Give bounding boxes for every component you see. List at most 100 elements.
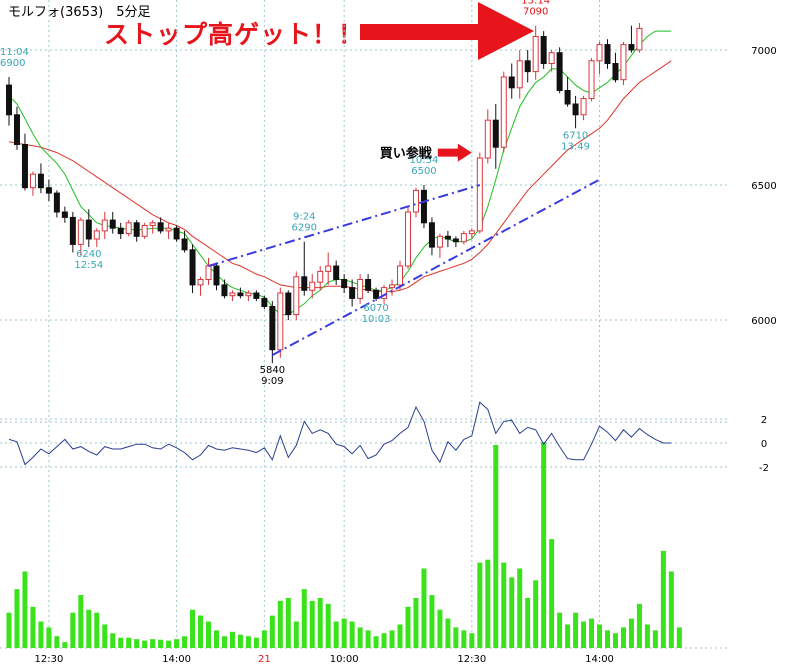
buy-entry-label: 買い参戦 — [380, 146, 433, 162]
candle-body — [45, 187, 52, 194]
volume-bar — [54, 636, 60, 648]
volume-bar — [445, 618, 451, 648]
candle-body — [133, 222, 140, 237]
volume-bar — [668, 571, 674, 648]
volume-bar — [509, 577, 515, 648]
volume-bar — [644, 624, 650, 648]
candle-body — [109, 219, 116, 229]
volume-bar — [373, 636, 379, 648]
volume-bar — [493, 444, 499, 648]
volume-bar — [261, 630, 267, 648]
candle-body — [53, 192, 60, 213]
candle-body — [373, 289, 380, 299]
volume-bar — [541, 442, 547, 648]
volume-bar — [221, 636, 227, 648]
candle-body — [141, 225, 148, 237]
candle-body — [476, 157, 483, 232]
candle-body — [197, 279, 204, 286]
candle-body — [6, 84, 12, 116]
candle-body — [444, 235, 451, 240]
candle-body — [237, 292, 244, 297]
time-tick-label: 14:00 — [162, 654, 191, 665]
candle-body — [21, 144, 28, 189]
candle-body — [85, 219, 92, 240]
volume-bar — [389, 630, 395, 648]
time-tick-label: 21 — [258, 654, 271, 665]
candle-body — [428, 222, 435, 248]
candle-body — [508, 76, 515, 89]
volume-bar — [86, 609, 92, 648]
volume-bar — [301, 589, 307, 648]
annotation-high-1104: 11:04 6900 — [0, 47, 29, 69]
price-tick-label: 7000 — [751, 46, 776, 57]
big-arrow-icon — [360, 2, 534, 60]
annotation-high-1054: 10:54 6500 — [410, 155, 439, 177]
candle-body — [213, 265, 220, 286]
candle-body — [245, 292, 252, 297]
oscillator-line — [8, 401, 672, 466]
volume-bar — [78, 595, 84, 648]
annotation-high-1314: 13:14 7090 — [521, 0, 550, 18]
volume-bar — [501, 562, 507, 648]
candle-body — [181, 238, 188, 251]
volume-bar — [477, 562, 483, 648]
candle-body — [436, 235, 443, 248]
volume-bar — [206, 621, 211, 648]
candle-body — [556, 52, 563, 91]
annotation-low-1003: 6070 10:03 — [362, 303, 391, 325]
volume-bar — [652, 630, 658, 648]
volume-bar — [597, 624, 603, 648]
candle-body — [277, 292, 284, 351]
oscillator-tick-label: -2 — [759, 463, 769, 474]
time-tick-label: 14:00 — [585, 654, 614, 665]
time-tick-label: 12:30 — [457, 654, 486, 665]
candle-body — [285, 292, 292, 316]
volume-bar — [30, 606, 36, 648]
candle-body — [309, 281, 316, 291]
volume-bar — [341, 618, 347, 648]
volume-bar — [158, 639, 164, 648]
volume-bar — [405, 606, 411, 648]
candle-body — [548, 52, 555, 65]
candle-body — [381, 287, 388, 299]
volume-bar — [134, 639, 140, 648]
volume-bar — [421, 568, 427, 648]
candle-body — [325, 265, 332, 272]
volume-bar — [357, 627, 363, 648]
volume-bar — [628, 618, 634, 648]
candle-body — [365, 279, 372, 291]
candle-body — [69, 216, 76, 245]
volume-bar — [142, 640, 148, 648]
volume-bar — [22, 571, 28, 648]
annotation-high-924: 9:24 6290 — [292, 212, 317, 234]
candle-body — [165, 227, 172, 232]
volume-bar — [6, 612, 12, 648]
candle-body — [29, 173, 36, 189]
volume-bar — [245, 636, 251, 648]
candle-body — [524, 60, 531, 73]
candle-body — [117, 227, 124, 235]
candle-body — [412, 189, 419, 213]
candle-body — [293, 276, 300, 316]
volume-bar — [110, 633, 116, 648]
volume-bar — [589, 618, 595, 648]
candle-body — [484, 119, 491, 159]
volume-bar — [429, 595, 435, 648]
price-tick-label: 6000 — [751, 316, 776, 327]
candle-body — [269, 306, 276, 351]
candle-body — [349, 287, 356, 299]
trendline — [208, 184, 481, 267]
volume-bar — [349, 621, 355, 648]
volume-bar — [309, 600, 315, 648]
candle-body — [572, 103, 579, 116]
candle-body — [301, 276, 308, 291]
ma-short-line — [8, 30, 672, 316]
volume-bar — [213, 630, 219, 648]
volume-bar — [293, 621, 299, 648]
volume-bar — [166, 640, 172, 648]
volume-bar — [317, 597, 323, 648]
volume-bar — [381, 633, 387, 648]
candle-body — [93, 230, 100, 240]
candle-body — [500, 76, 507, 148]
volume-bar — [573, 612, 579, 648]
